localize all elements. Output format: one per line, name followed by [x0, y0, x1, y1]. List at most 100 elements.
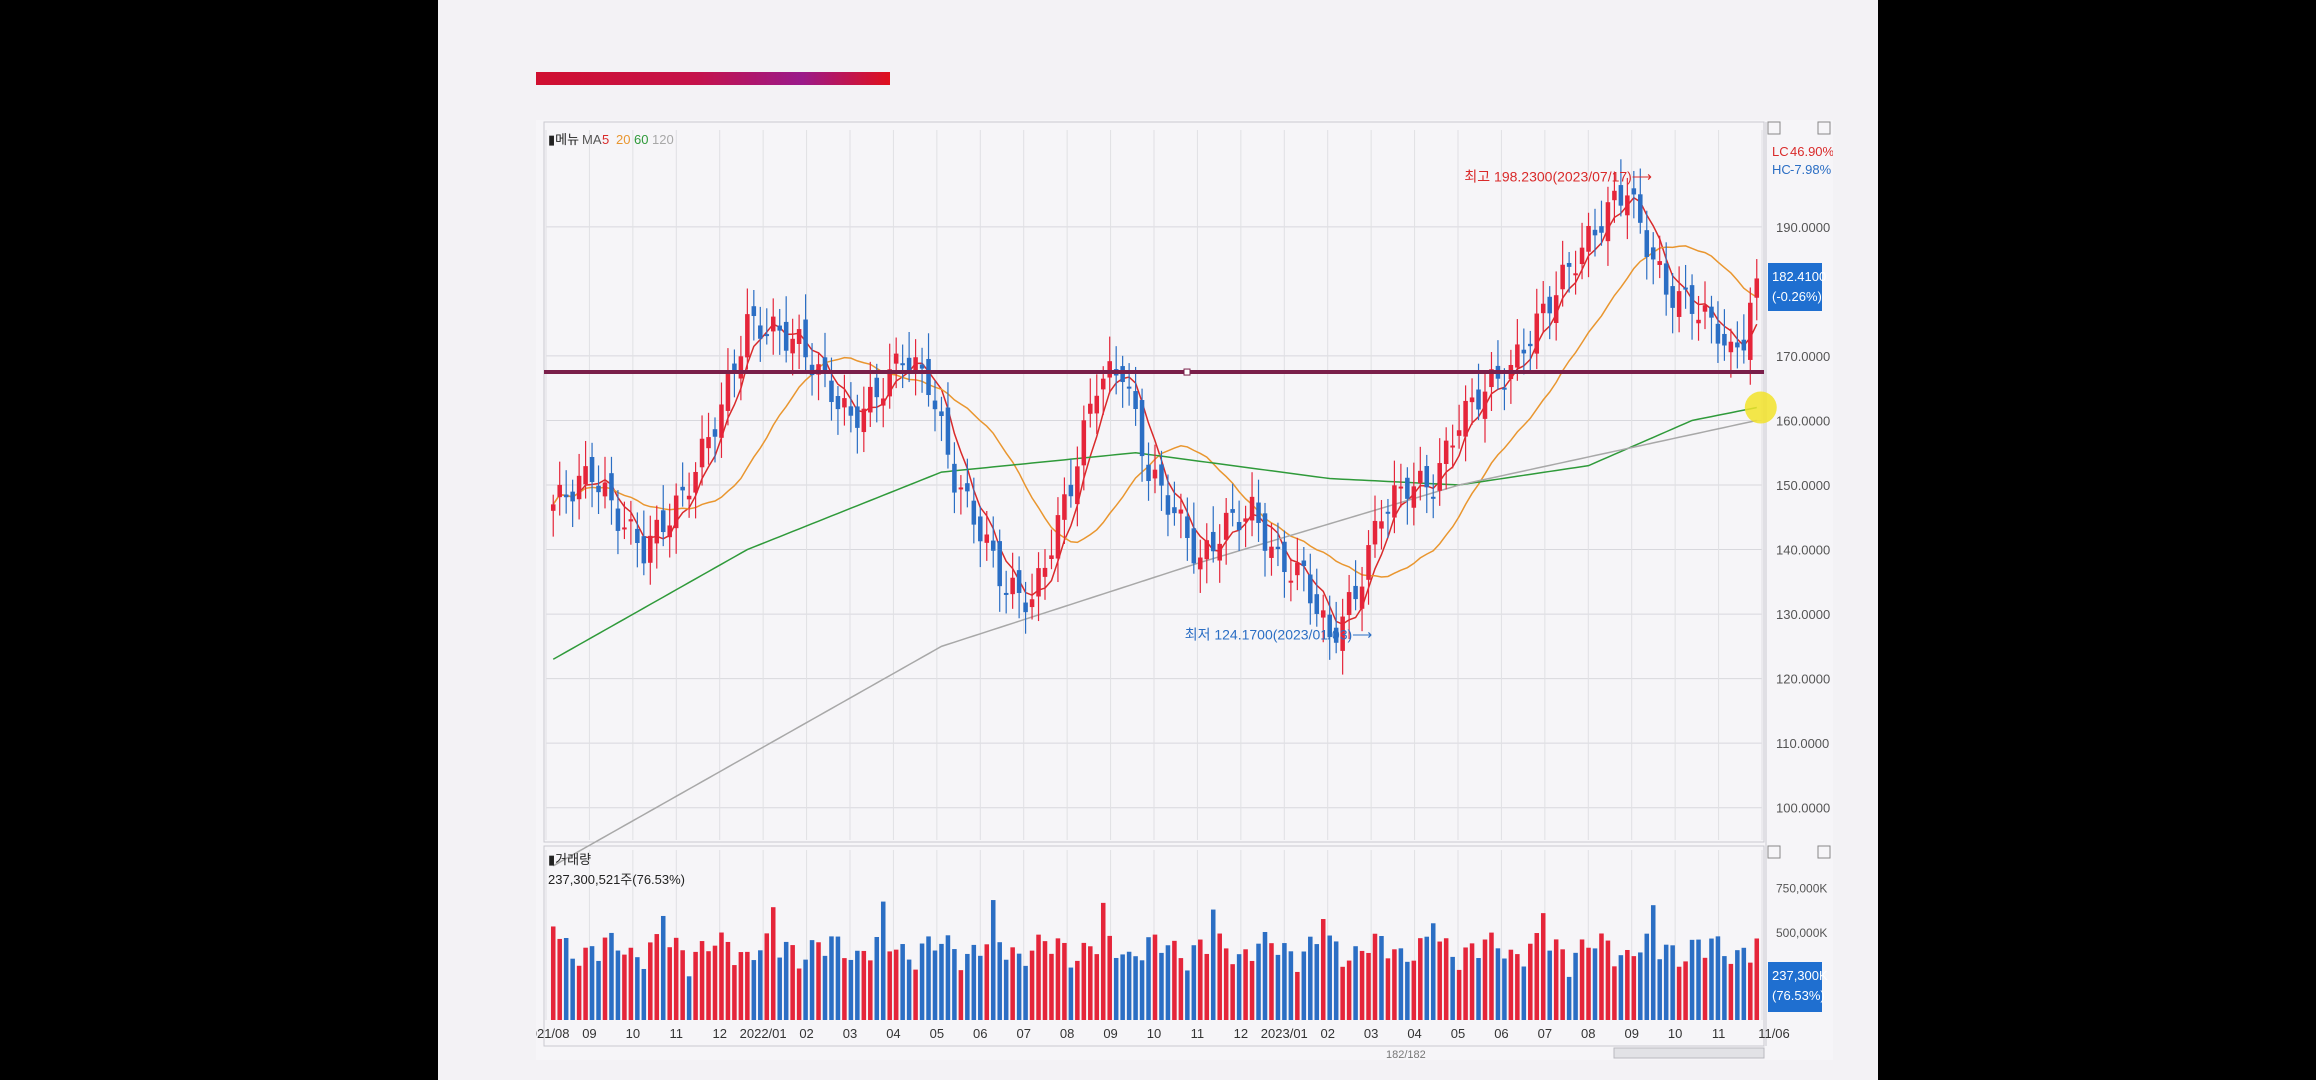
candle-body	[1469, 397, 1475, 403]
volume-bar	[945, 935, 951, 1020]
volume-bar	[1308, 936, 1313, 1020]
candle-body	[1540, 303, 1546, 314]
candle-body	[1599, 226, 1604, 233]
volume-maximize-icon[interactable]	[1767, 845, 1781, 859]
volume-bar	[1599, 933, 1604, 1020]
panel-close-icon[interactable]	[1817, 121, 1831, 135]
volume-bar	[1327, 935, 1332, 1020]
candle-body	[1249, 496, 1255, 521]
volume-bar	[1262, 931, 1268, 1020]
volume-bar	[893, 949, 899, 1020]
volume-bar	[764, 933, 770, 1020]
candle-body	[745, 314, 750, 358]
candle-body	[1094, 395, 1100, 414]
volume-bar	[1178, 958, 1184, 1020]
candle-body	[1696, 319, 1701, 324]
volume-bar	[1346, 960, 1352, 1020]
volume-bar	[602, 937, 608, 1020]
volume-bar	[1605, 940, 1611, 1020]
candle-body	[880, 398, 886, 406]
candle-body	[719, 404, 724, 438]
candle-body	[1204, 540, 1210, 560]
candle-body	[1385, 511, 1391, 514]
candle-body	[1256, 502, 1261, 523]
volume-summary: 237,300,521주(76.53%)	[548, 872, 685, 887]
volume-bar	[1450, 956, 1455, 1020]
hc-value: -7.98%	[1790, 162, 1832, 177]
x-tick-label: 08	[1060, 1026, 1074, 1041]
volume-bar	[1392, 949, 1397, 1020]
candle-body	[1301, 560, 1307, 566]
support-line-handle[interactable]	[1183, 368, 1191, 376]
candle-body	[1359, 586, 1365, 609]
volume-bar	[660, 915, 666, 1020]
candle-body	[1456, 430, 1462, 436]
x-tick-label: 03	[1364, 1026, 1378, 1041]
candle-body	[1100, 378, 1106, 390]
volume-bar	[1728, 963, 1734, 1020]
volume-bar	[589, 946, 595, 1020]
candle-body	[1262, 513, 1268, 551]
volume-bar	[712, 945, 718, 1020]
volume-bar	[1631, 956, 1637, 1020]
candle-body	[1398, 486, 1404, 489]
axis-labels: 190.0000 170.0000 160.0000 150.0000 140.0000…	[536, 220, 1830, 1041]
volume-bar	[1430, 923, 1436, 1020]
volume-bar	[1152, 934, 1158, 1020]
candle-body	[1625, 195, 1630, 216]
candle-body	[1107, 361, 1112, 378]
candle-body	[1133, 391, 1138, 410]
x-tick-label: 2023/01	[1261, 1026, 1308, 1041]
volume-bar	[1185, 970, 1190, 1020]
volume-bar	[868, 960, 873, 1020]
horizontal-scrollbar[interactable]	[1613, 1047, 1765, 1059]
volume-bar	[1075, 960, 1080, 1020]
candle-body	[1320, 610, 1326, 618]
candle-body	[576, 475, 582, 500]
volume-close-icon[interactable]	[1817, 845, 1831, 859]
x-tick-label: 10	[1147, 1026, 1161, 1041]
volume-bar	[829, 936, 834, 1020]
volume-bar	[693, 951, 698, 1020]
candle-body	[1010, 577, 1015, 595]
candle-body	[1146, 464, 1151, 482]
volume-y-tick-label: 500,000K	[1776, 926, 1827, 940]
volume-bar	[1735, 950, 1740, 1020]
volume-bar	[732, 965, 737, 1020]
volume-bar	[583, 947, 588, 1020]
x-tick-label: 02	[799, 1026, 813, 1041]
candle-body	[1482, 391, 1488, 419]
x-tick-label: 07	[1538, 1026, 1552, 1041]
candle-body	[1553, 295, 1559, 324]
candle-body	[829, 380, 834, 403]
volume-bar	[1560, 949, 1565, 1020]
candle-body	[1366, 545, 1371, 580]
volume-bar	[1592, 948, 1598, 1020]
candle-body	[1139, 400, 1145, 457]
price-panel-title: ▮메뉴	[548, 132, 579, 147]
x-tick-label: 12	[1234, 1026, 1248, 1041]
volume-bar	[1579, 939, 1585, 1020]
lc-label: LC	[1772, 144, 1789, 159]
candle-body	[673, 495, 679, 529]
current-volume: 237,300K	[1772, 968, 1828, 983]
volume-bar	[1340, 966, 1345, 1020]
volume-bar	[1495, 948, 1501, 1020]
panel-maximize-icon[interactable]	[1767, 121, 1781, 135]
volume-bar	[952, 949, 957, 1020]
candle-body	[1178, 509, 1184, 514]
volume-bar	[1553, 939, 1559, 1020]
lc-value: 46.90%	[1790, 144, 1833, 159]
volume-bar	[1223, 948, 1229, 1020]
volume-bar	[1100, 902, 1106, 1020]
candle-body	[1016, 570, 1022, 593]
candle-body	[699, 438, 705, 468]
volume-bar	[1016, 953, 1022, 1020]
candle-body	[1683, 287, 1688, 290]
volume-bar	[686, 976, 692, 1020]
candle-body	[1372, 520, 1378, 545]
candle-body	[816, 364, 821, 375]
volume-bar	[1566, 976, 1572, 1020]
y-tick-label: 170.0000	[1776, 349, 1830, 364]
volume-bar	[641, 968, 647, 1020]
